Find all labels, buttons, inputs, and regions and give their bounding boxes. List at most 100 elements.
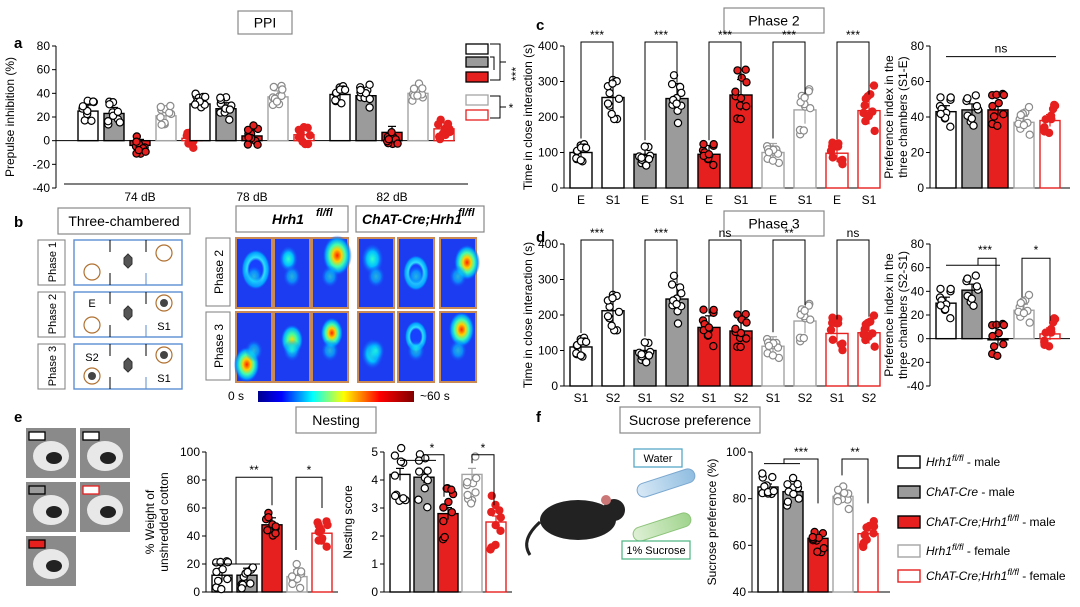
chart-c-ytick-label: 0: [551, 181, 558, 195]
chart-a-dot: [278, 85, 287, 94]
heatmap-blob: [367, 339, 385, 362]
mouse-ear-icon: [601, 495, 611, 505]
chart-e-score-bar: [413, 476, 435, 593]
chart-a-dot: [113, 107, 123, 117]
chart-d-dot: [861, 320, 871, 329]
sucrose-label: 1% Sucrose: [626, 545, 685, 557]
chart-e-score-dot: [447, 485, 456, 494]
chart-e-weight-dot: [217, 584, 226, 594]
sucrose-bottle: [632, 512, 692, 542]
chart-d-dot: [614, 307, 624, 317]
chart-c-pref-dot: [1040, 127, 1049, 136]
chamber-label-s2: S2: [85, 352, 98, 364]
chart-e-score-dot: [396, 457, 406, 466]
chart-d-x-label: S2: [606, 391, 621, 405]
chart-c-dot: [736, 114, 745, 124]
chart-e-score-dot: [487, 507, 496, 517]
chart-c-pref-dot: [1047, 114, 1056, 124]
chart-e-weight-ytick-label: 0: [193, 585, 200, 599]
chart-c-dot: [603, 99, 613, 108]
chart-e-weight-ytick-label: 100: [180, 445, 200, 459]
chart-c-sig-bracket: [708, 41, 742, 141]
chart-d-pref-dot: [963, 274, 972, 283]
chart-c-x-label: S1: [862, 193, 877, 207]
chart-d-dot: [742, 334, 751, 343]
phase-label: Phase 3: [47, 346, 59, 386]
chart-d-dot: [704, 323, 714, 332]
chart-c-ytick-label: 400: [538, 39, 558, 53]
ppi-legend-bracket: [490, 56, 495, 70]
chart-d-sig-bracket: [644, 239, 678, 337]
chart-a-dot: [115, 118, 125, 127]
chart-c-pref-bar: [935, 110, 957, 189]
chart-c-dot: [614, 94, 624, 104]
chart-e-weight-dot: [314, 521, 323, 530]
chart-e-score-sig-bracket: [400, 454, 445, 497]
chart-e-score-dot: [471, 452, 480, 461]
chart-e-score-sig-bracket: [471, 454, 495, 506]
chart-e-score-dot: [390, 451, 400, 460]
chart-e-score-dot: [463, 478, 472, 487]
chart-c-dot: [742, 78, 751, 87]
chart-d-pref-dot: [936, 284, 945, 294]
heatmap-blob: [321, 339, 339, 362]
chart-a-dot: [443, 119, 453, 129]
chart-d-dot: [869, 311, 879, 320]
chart-d-pref-ytick-label: 60: [911, 261, 925, 275]
mouse-icon: [123, 357, 133, 373]
chart-d-dot: [672, 299, 681, 309]
chart-c-pref-dot: [972, 101, 982, 111]
chart-d-x-label: S2: [734, 391, 749, 405]
chart-a-dot: [244, 133, 253, 142]
chart-d-pref-dot: [1019, 308, 1029, 318]
chart-c-dot: [741, 65, 750, 74]
chart-e-weight-ytick-label: 40: [187, 529, 201, 543]
ppi-legend-swatch: [465, 109, 489, 121]
chart-a-dot: [156, 102, 165, 112]
chart-d-pref-dot: [971, 271, 981, 280]
mouse-head-icon: [603, 499, 625, 521]
heatmap-blob: [449, 265, 467, 288]
chart-c-x-label: E: [641, 193, 649, 207]
phase-label-box: [37, 291, 66, 338]
chart-a-dot: [384, 134, 393, 144]
chart-d-pref-dot: [993, 351, 1002, 360]
chamber-label-s1: S1: [157, 321, 170, 333]
chart-c-pref-ylabel-1: Preference index in the: [882, 55, 896, 179]
chart-d-ytick-label: 100: [538, 344, 558, 358]
chart-a-dot: [166, 101, 175, 111]
chart-a-ytick-label: -20: [33, 157, 51, 171]
chart-a-dot: [164, 108, 174, 118]
phase-label: Phase 2: [47, 294, 59, 334]
chart-c-dot: [709, 139, 718, 149]
chart-d-pref-dot: [1040, 340, 1049, 349]
legend-label: Hrh1fl/fl - male: [926, 453, 1001, 469]
chart-f-ylabel: Sucrose preference (%): [705, 459, 719, 586]
chart-f-ytick-label: 40: [733, 585, 747, 599]
heatmap-colorbar: [258, 391, 414, 402]
chart-d-pref-ylabel-2: three chambers (S2-S1): [896, 251, 910, 379]
chart-d-dot: [608, 293, 617, 303]
chart-d-dot: [864, 332, 873, 341]
chart-a-dot: [294, 125, 304, 135]
legend-label: ChAT-Cre - male: [926, 485, 1015, 499]
chart-e-weight-dot: [246, 579, 255, 588]
chart-e-score-ytick-label: 1: [371, 557, 378, 571]
chart-c-dot: [736, 93, 746, 103]
chart-e-weight-sig-bracket: [235, 476, 273, 564]
chart-e-score-dot: [420, 484, 429, 493]
chart-e-score-dot: [463, 490, 472, 500]
chart-c-pref-ylabel-2: three chambers (S1-E): [896, 56, 910, 177]
chart-e-weight-dot: [213, 576, 223, 586]
chart-f-dot: [808, 532, 817, 542]
chart-a-bar: [355, 94, 377, 142]
phase2-title-frame: [723, 7, 825, 34]
heatmap-blob: [367, 265, 385, 288]
chart-e-score-dot: [495, 506, 504, 515]
stranger-mouse-icon: [160, 351, 168, 359]
chart-d-dot: [832, 317, 842, 327]
chart-c-pref-dot: [1016, 110, 1026, 120]
chart-d-x-label: S1: [766, 391, 781, 405]
chart-a-dot: [418, 84, 427, 93]
chart-f-dot: [794, 494, 804, 503]
